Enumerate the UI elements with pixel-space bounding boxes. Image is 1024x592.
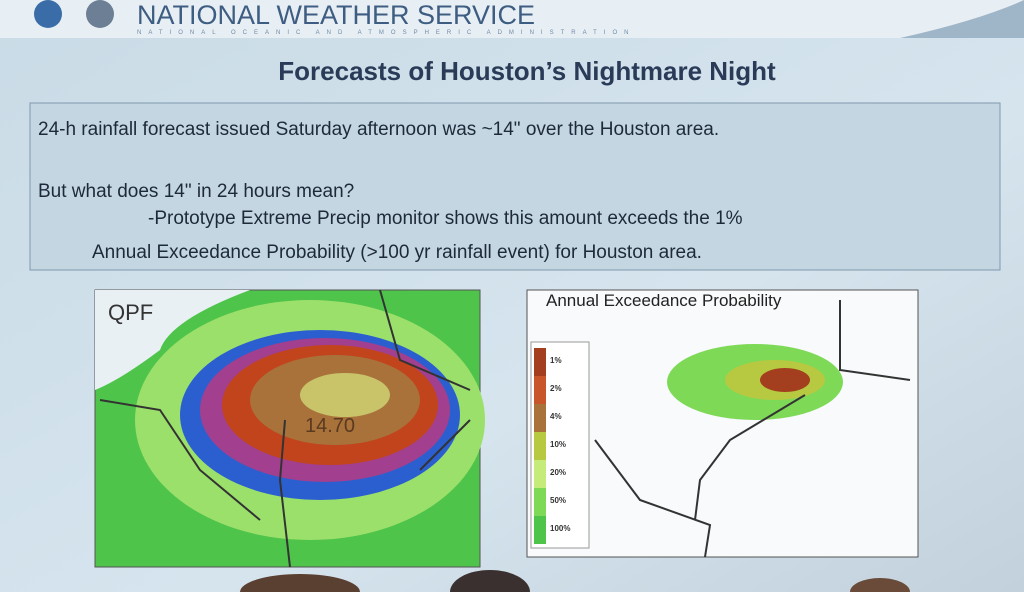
header-subtitle: NATIONAL OCEANIC AND ATMOSPHERIC ADMINIS… xyxy=(137,30,635,36)
legend-swatch xyxy=(534,404,546,432)
text-line: -Prototype Extreme Precip monitor shows … xyxy=(148,208,743,229)
head xyxy=(450,570,530,592)
legend: 1% 2% 4% 10% 20% 50% 100% xyxy=(530,341,590,549)
map-title: Annual Exceedance Probability xyxy=(546,291,782,310)
legend-swatch xyxy=(534,488,546,516)
text-line: But what does 14" in 24 hours mean? xyxy=(38,181,354,202)
map-label: QPF xyxy=(108,300,153,325)
legend-label: 100% xyxy=(550,524,570,533)
legend-label: 50% xyxy=(550,496,566,505)
slide-title: Forecasts of Houston’s Nightmare Night xyxy=(278,56,776,86)
text-box xyxy=(29,102,1001,271)
text-line: 24-h rainfall forecast issued Saturday a… xyxy=(38,119,719,140)
legend-swatch xyxy=(534,376,546,404)
map-annotation: 14.70 xyxy=(305,415,355,437)
legend-swatch xyxy=(534,348,546,376)
aep-map: Annual Exceedance Probability 1% 2% 4% 10% 2… xyxy=(526,289,919,558)
head xyxy=(850,578,910,592)
noaa-logo xyxy=(34,0,62,28)
header-title: NATIONAL WEATHER SERVICE xyxy=(137,0,535,30)
qpf-map: QPF 14.70 xyxy=(94,289,485,568)
map-blank xyxy=(95,290,250,390)
legend-swatch xyxy=(534,432,546,460)
legend-label: 20% xyxy=(550,468,566,477)
qpf-zone xyxy=(300,373,390,417)
head xyxy=(240,574,360,592)
legend-label: 2% xyxy=(550,384,562,393)
legend-swatch xyxy=(534,516,546,544)
border-line xyxy=(99,289,471,568)
legend-label: 1% xyxy=(550,356,562,365)
header-swoosh xyxy=(900,0,1024,38)
legend-swatch xyxy=(534,460,546,488)
map-frame xyxy=(526,289,919,558)
aep-zone xyxy=(760,368,810,392)
text-line: Annual Exceedance Probability (>100 yr r… xyxy=(92,242,702,263)
audience-heads xyxy=(240,570,910,592)
legend-label: 10% xyxy=(550,440,566,449)
header-band xyxy=(0,0,1024,38)
nws-logo xyxy=(86,0,114,28)
border-line xyxy=(594,300,911,558)
legend-label: 4% xyxy=(550,412,562,421)
